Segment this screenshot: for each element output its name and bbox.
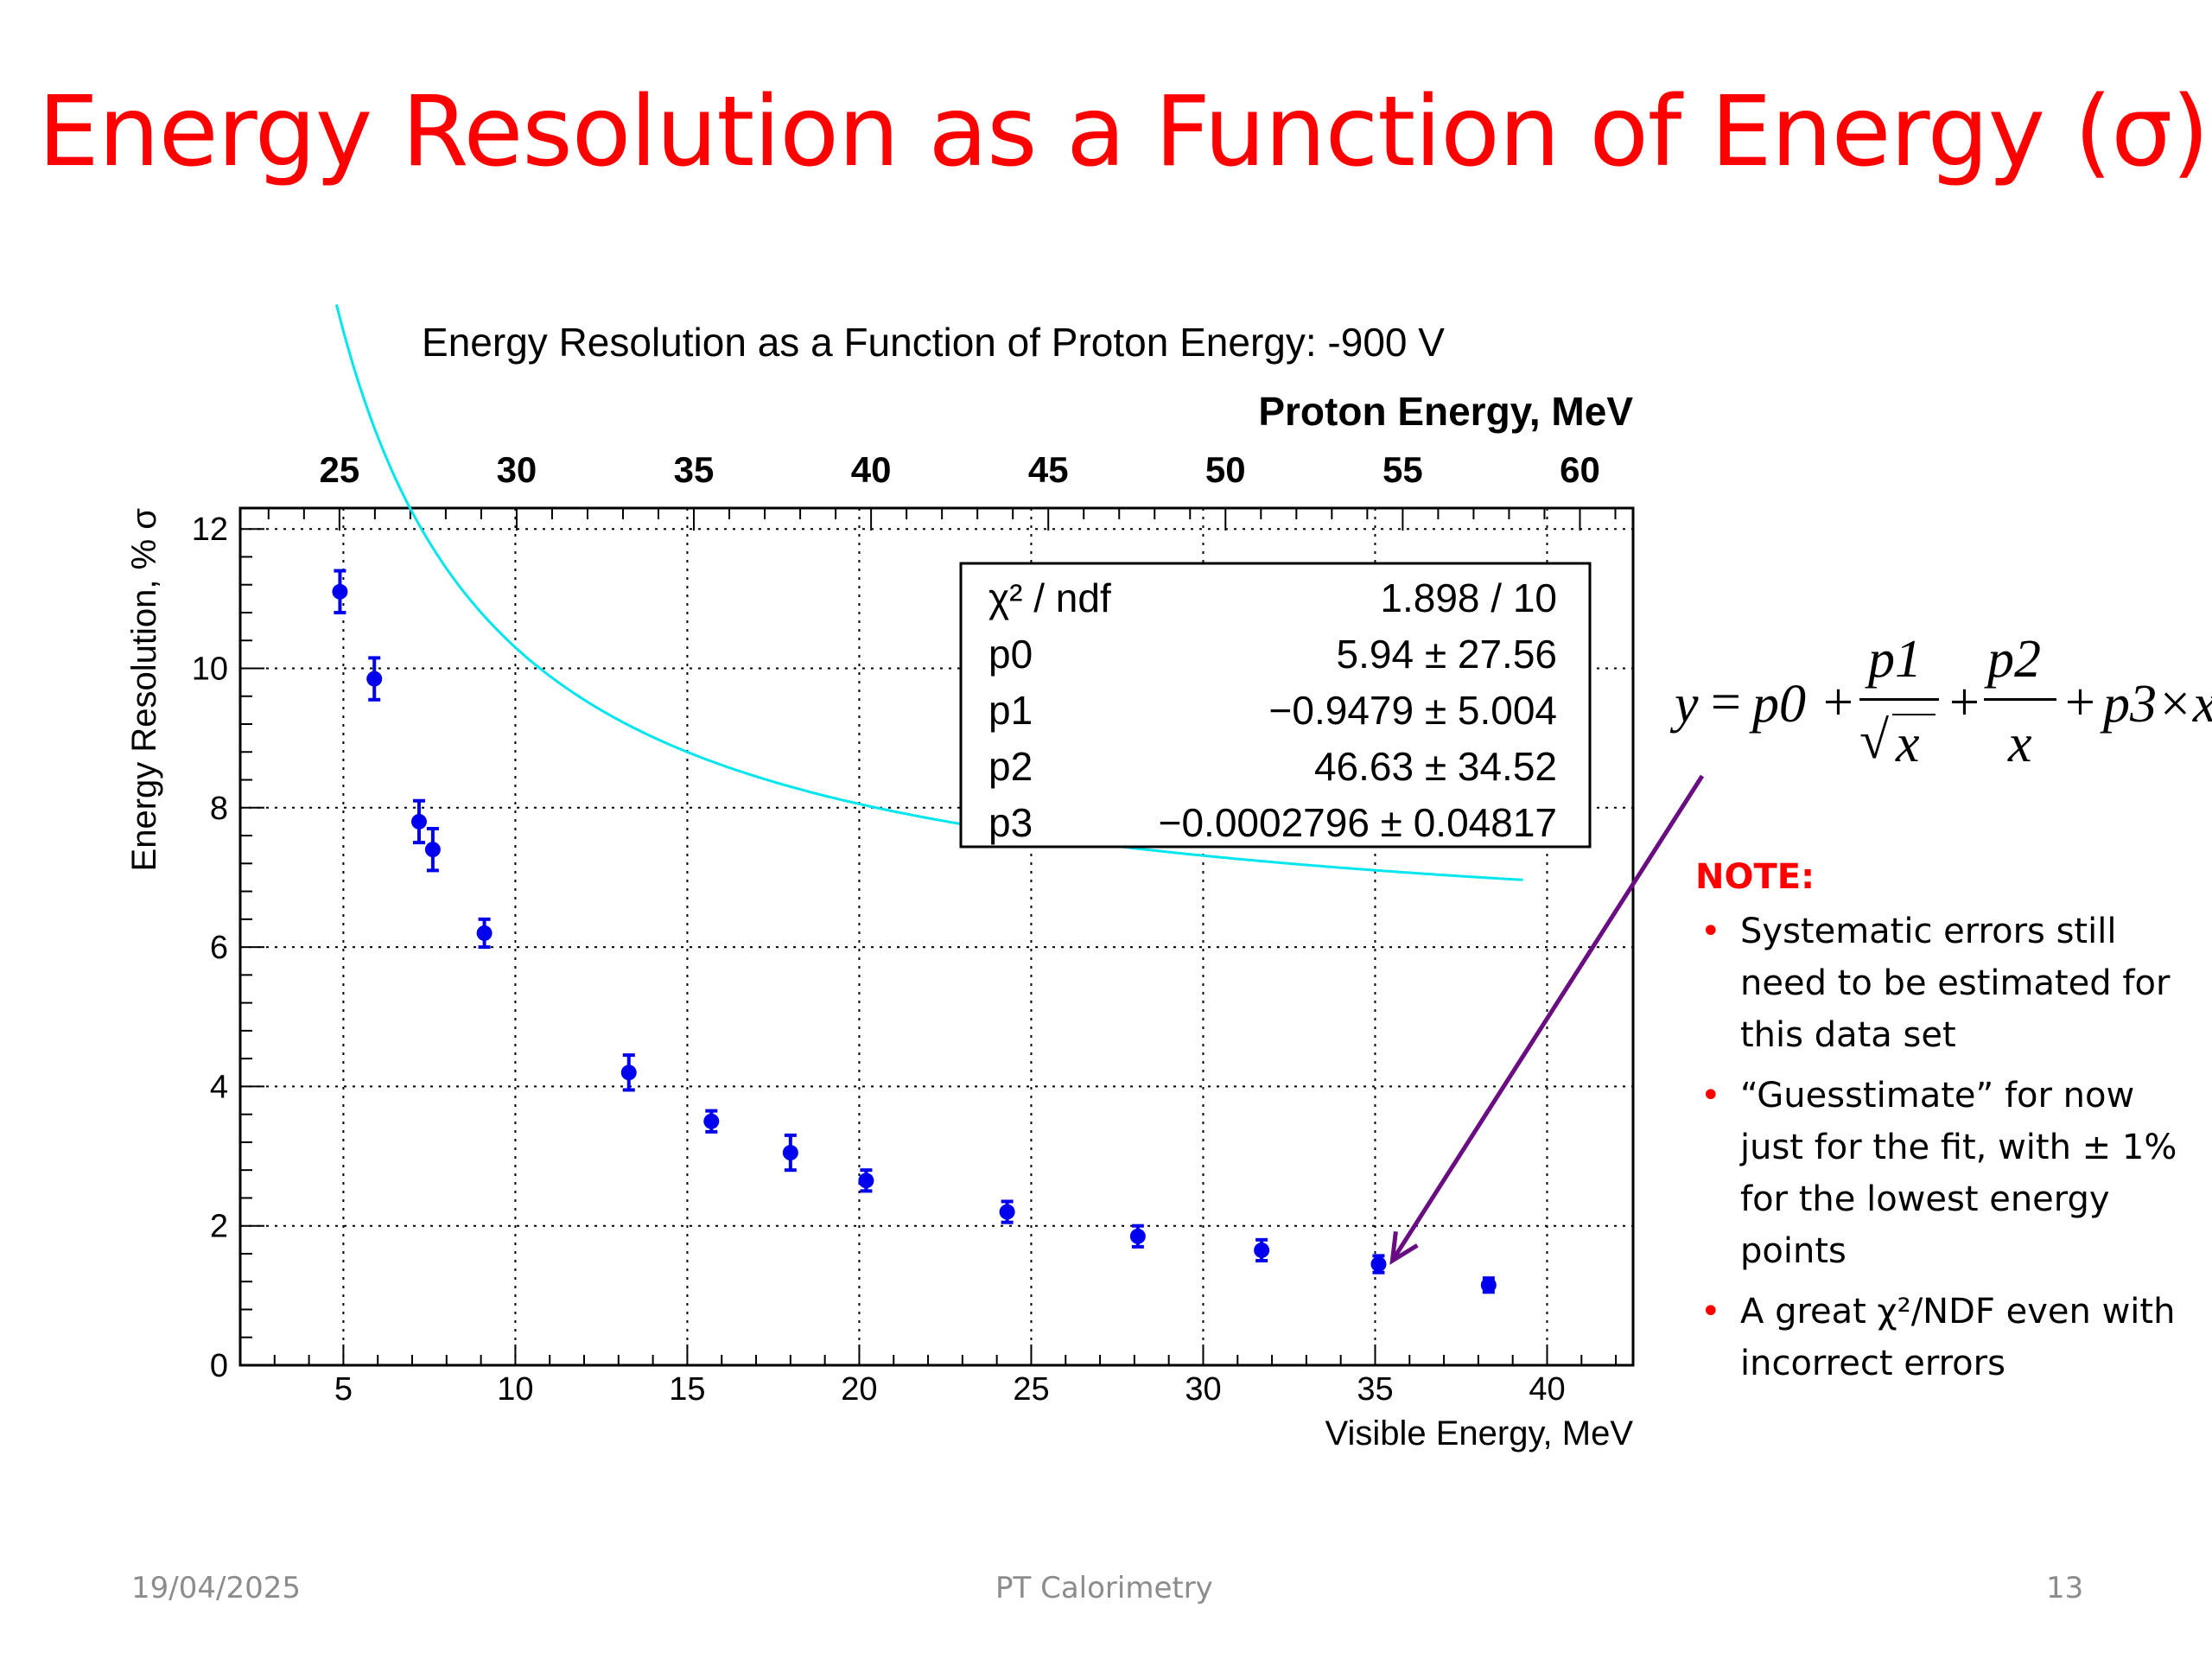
fit-formula: y = p0 + p1 √ x + p2 x + p3×x (1675, 622, 2212, 778)
note-heading: NOTE: (1695, 857, 1815, 897)
bullet-icon: • (1700, 912, 1721, 951)
stats-label: p1 (988, 688, 1033, 733)
data-point (1480, 1277, 1497, 1294)
formula-fraction-bar-2 (1984, 698, 2056, 701)
formula-p0: p0 (1752, 675, 1806, 734)
x-tick-label: 30 (1185, 1371, 1221, 1408)
formula-sqrt: √ (1859, 711, 1890, 770)
x2-tick-label: 40 (851, 449, 892, 490)
note-item: • A great χ²/NDF even with incorrect erro… (1695, 1286, 2196, 1389)
plot-frame (238, 506, 1635, 1367)
y-tick-label: 4 (210, 1069, 228, 1105)
y-tick-label: 12 (192, 512, 228, 548)
formula-y: y (1675, 675, 1699, 734)
formula-sqrt-bar (1892, 714, 1936, 715)
note-item: • “Guesstimate” for now just for the fit,… (1695, 1070, 2196, 1277)
formula-plus-2: + (1946, 673, 1982, 732)
stats-value: −0.9479 ± 5.004 (1269, 688, 1557, 733)
x2-tick-label: 55 (1382, 449, 1423, 490)
note-list: • Systematic errors still need to be esti… (1695, 906, 2196, 1389)
fit-curve-group (334, 304, 1523, 881)
annotation-arrow (1389, 774, 1705, 1265)
data-point (620, 1065, 637, 1081)
data-point (366, 671, 383, 687)
data-point (332, 583, 348, 600)
stats-label: p2 (988, 744, 1033, 789)
note-item-text: A great χ²/NDF even with incorrect error… (1740, 1292, 2176, 1383)
arrow-head-icon (1389, 1230, 1419, 1265)
formula-p3x: p3×x (2103, 675, 2212, 734)
chart-title: Energy Resolution as a Function of Proto… (422, 320, 1445, 365)
note-item: • Systematic errors still need to be esti… (1695, 906, 2196, 1061)
formula-eq: = (1707, 673, 1744, 732)
note-item-text: “Guesstimate” for now just for the fit, … (1740, 1076, 2177, 1271)
y-tick-label: 2 (210, 1209, 228, 1245)
y-tick-label: 10 (192, 651, 228, 687)
slide-title: Energy Resolution as a Function of Energ… (38, 76, 2209, 188)
stats-label: p0 (988, 632, 1033, 677)
formula-plus-1: + (1820, 673, 1856, 732)
x-tick-label: 35 (1357, 1371, 1393, 1408)
data-point (476, 925, 493, 941)
data-point (999, 1204, 1015, 1220)
axes (238, 506, 1635, 1367)
data-points (332, 569, 1497, 1294)
formula-x-1: x (1896, 715, 1920, 773)
y-tick-label: 8 (210, 791, 228, 827)
footer-title: PT Calorimetry (995, 1571, 1213, 1605)
x2-tick-label: 35 (674, 449, 715, 490)
fit-stats-box: χ² / ndf 1.898 / 10 p0 5.94 ± 27.56 p1 −0.947… (959, 562, 1592, 849)
data-point (424, 842, 441, 858)
data-point (1129, 1228, 1146, 1244)
x-tick-label: 20 (841, 1371, 877, 1408)
x2-tick-label: 60 (1560, 449, 1600, 490)
x-tick-label: 25 (1013, 1371, 1049, 1408)
stats-value: −0.0002796 ± 0.04817 (1159, 800, 1557, 845)
formula-p1: p1 (1868, 630, 1922, 689)
stats-value: 5.94 ± 27.56 (1337, 632, 1557, 677)
x2-tick-label: 50 (1205, 449, 1246, 490)
arrow-shaft (1390, 774, 1705, 1262)
note-item-text: Systematic errors still need to be estim… (1740, 912, 2171, 1055)
stats-value: 46.63 ± 34.52 (1314, 744, 1557, 789)
stats-value: 1.898 / 10 (1380, 575, 1557, 620)
x-tick-label: 10 (497, 1371, 533, 1408)
page-number: 13 (2046, 1571, 2084, 1605)
x-tick-label: 15 (669, 1371, 705, 1408)
x2-tick-label: 45 (1028, 449, 1069, 490)
note-panel: NOTE: • Systematic errors still need to b… (1695, 857, 2196, 1398)
x-tick-label: 40 (1529, 1371, 1565, 1408)
x2-tick-label: 25 (319, 449, 359, 490)
y-tick-label: 6 (210, 930, 228, 966)
stats-label: p3 (988, 800, 1033, 845)
x2-tick-label: 30 (497, 449, 537, 490)
data-point (1254, 1242, 1270, 1258)
data-point (1370, 1256, 1387, 1273)
x-tick-label: 5 (334, 1371, 353, 1408)
formula-plus-3: + (2062, 673, 2098, 732)
stats-box-frame (959, 562, 1592, 849)
data-point (703, 1113, 720, 1129)
y-axis-title: Energy Resolution, % σ (125, 508, 163, 872)
formula-x-2: x (2008, 715, 2032, 773)
footer-date: 19/04/2025 (131, 1571, 301, 1605)
stats-label: χ² / ndf (988, 575, 1111, 620)
formula-p2: p2 (1987, 630, 2041, 689)
bullet-icon: • (1700, 1076, 1721, 1116)
data-point (858, 1173, 874, 1189)
formula-fraction-bar-1 (1859, 698, 1939, 701)
data-point (782, 1145, 798, 1161)
chart-labels: 5 10 15 20 25 30 35 40 0 2 4 6 8 10 12 25 30 35 40 45 50 55 60… (125, 320, 1633, 1452)
x-axis-title: Visible Energy, MeV (1325, 1414, 1634, 1452)
fit-curve (334, 304, 1523, 881)
x2-axis-title: Proton Energy, MeV (1258, 389, 1633, 434)
y-tick-label: 0 (210, 1348, 228, 1384)
data-point (410, 813, 427, 830)
bullet-icon: • (1700, 1292, 1721, 1332)
